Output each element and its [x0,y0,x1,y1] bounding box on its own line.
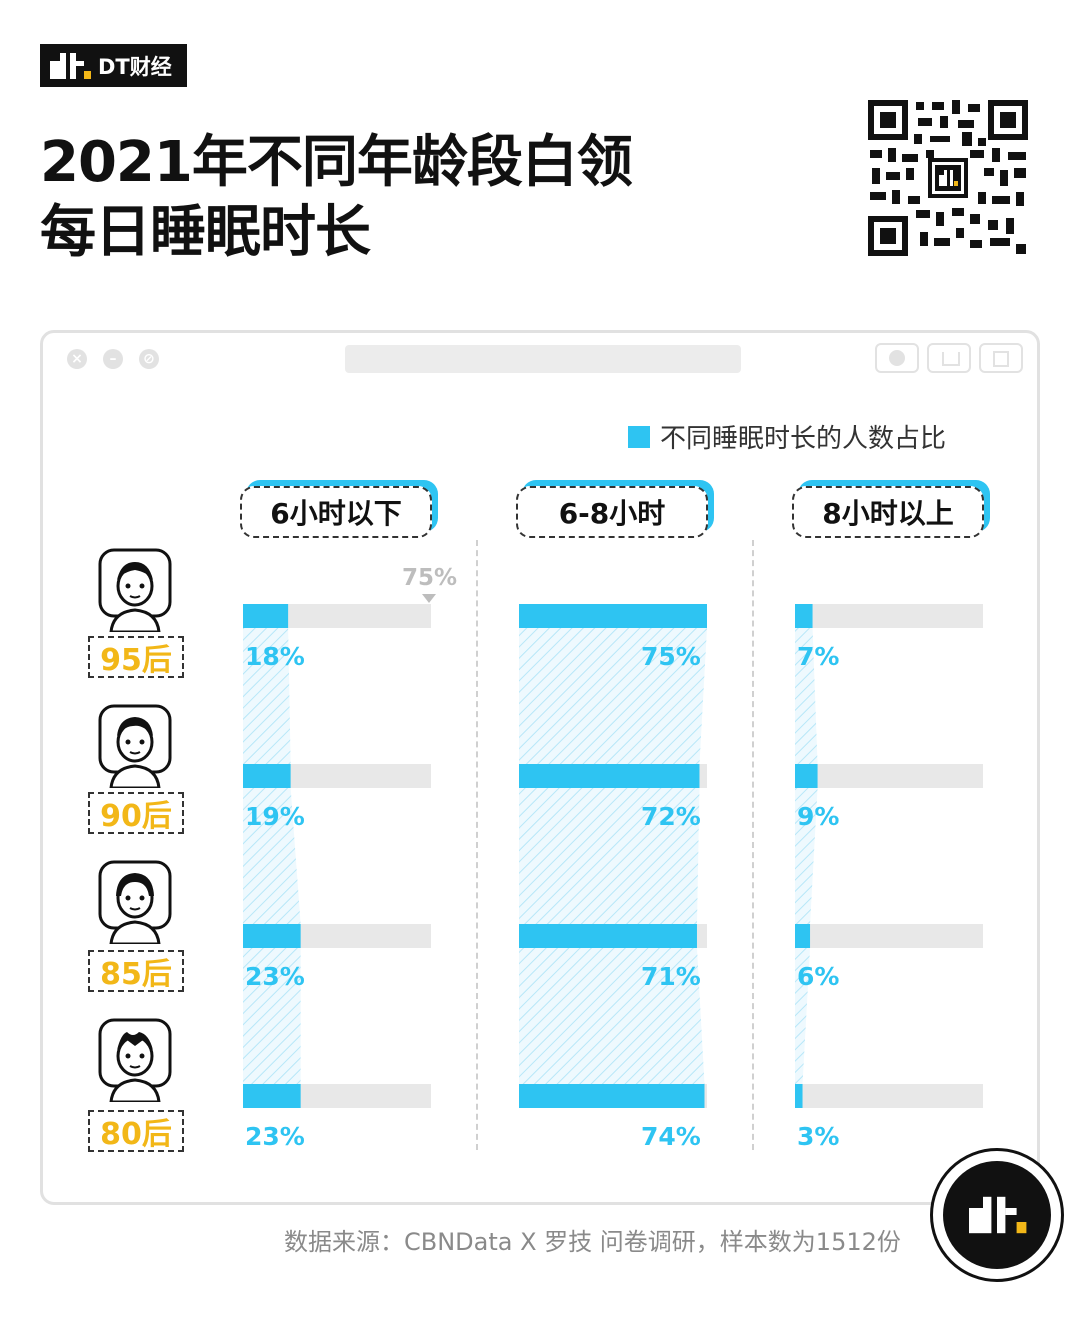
scale-marker-icon [422,594,436,603]
brand-logo: DT财经 [40,44,187,87]
dt-logo-icon [50,52,91,79]
chart-window: × – ⊘ [40,330,1040,1205]
column-header-under-6h: 6小时以下 [240,480,438,538]
data-label: 74% [641,1122,701,1151]
data-label: 23% [245,962,305,991]
copy-icon[interactable] [979,343,1023,373]
qr-code-icon [866,98,1030,258]
data-label: 9% [797,802,840,831]
avatar-sleeping-icon [98,548,172,632]
page-title: 2021年不同年龄段白领 每日睡眠时长 [40,128,633,268]
window-titlebar: × – ⊘ [43,333,1037,387]
data-label: 23% [245,1122,305,1151]
share-icon[interactable] [927,343,971,373]
minimize-icon[interactable]: – [103,349,123,369]
block-icon[interactable]: ⊘ [139,349,159,369]
dt-badge [930,1148,1064,1282]
data-label: 7% [797,642,840,671]
data-label: 75% [641,642,701,671]
avatar-sleeping-icon [98,1018,172,1102]
avatar-sleeping-icon [98,860,172,944]
column-header-over-8h: 8小时以上 [792,480,990,538]
data-label: 19% [245,802,305,831]
title-line-1: 2021年不同年龄段白领 [40,130,633,195]
address-bar[interactable] [345,345,741,373]
legend-swatch [628,425,650,448]
age-group-label: 95后 [88,636,184,678]
column-header-label: 6-8小时 [516,486,708,538]
data-source: 数据来源：CBNData X 罗技 问卷调研，样本数为1512份 [284,1228,901,1256]
column-header-label: 8小时以上 [792,486,984,538]
brand-name: DT财经 [98,54,172,79]
avatar-sleeping-icon [98,704,172,788]
data-label: 3% [797,1122,840,1151]
age-group-label: 80后 [88,1110,184,1152]
legend-label: 不同睡眠时长的人数占比 [660,424,947,454]
close-icon[interactable]: × [67,349,87,369]
data-label: 71% [641,962,701,991]
record-icon[interactable] [875,343,919,373]
data-label: 72% [641,802,701,831]
chart-legend: 不同睡眠时长的人数占比 [628,418,946,455]
dt-logo-icon [969,1196,1027,1234]
data-label: 6% [797,962,840,991]
age-group-label: 90后 [88,792,184,834]
column-header-label: 6小时以下 [240,486,432,538]
data-label: 18% [245,642,305,671]
column-divider [476,540,478,1150]
scale-reference-label: 75% [402,565,458,591]
column-header-6-8h: 6-8小时 [516,480,714,538]
age-group-label: 85后 [88,950,184,992]
column-divider [752,540,754,1150]
title-line-2: 每日睡眠时长 [40,200,371,265]
